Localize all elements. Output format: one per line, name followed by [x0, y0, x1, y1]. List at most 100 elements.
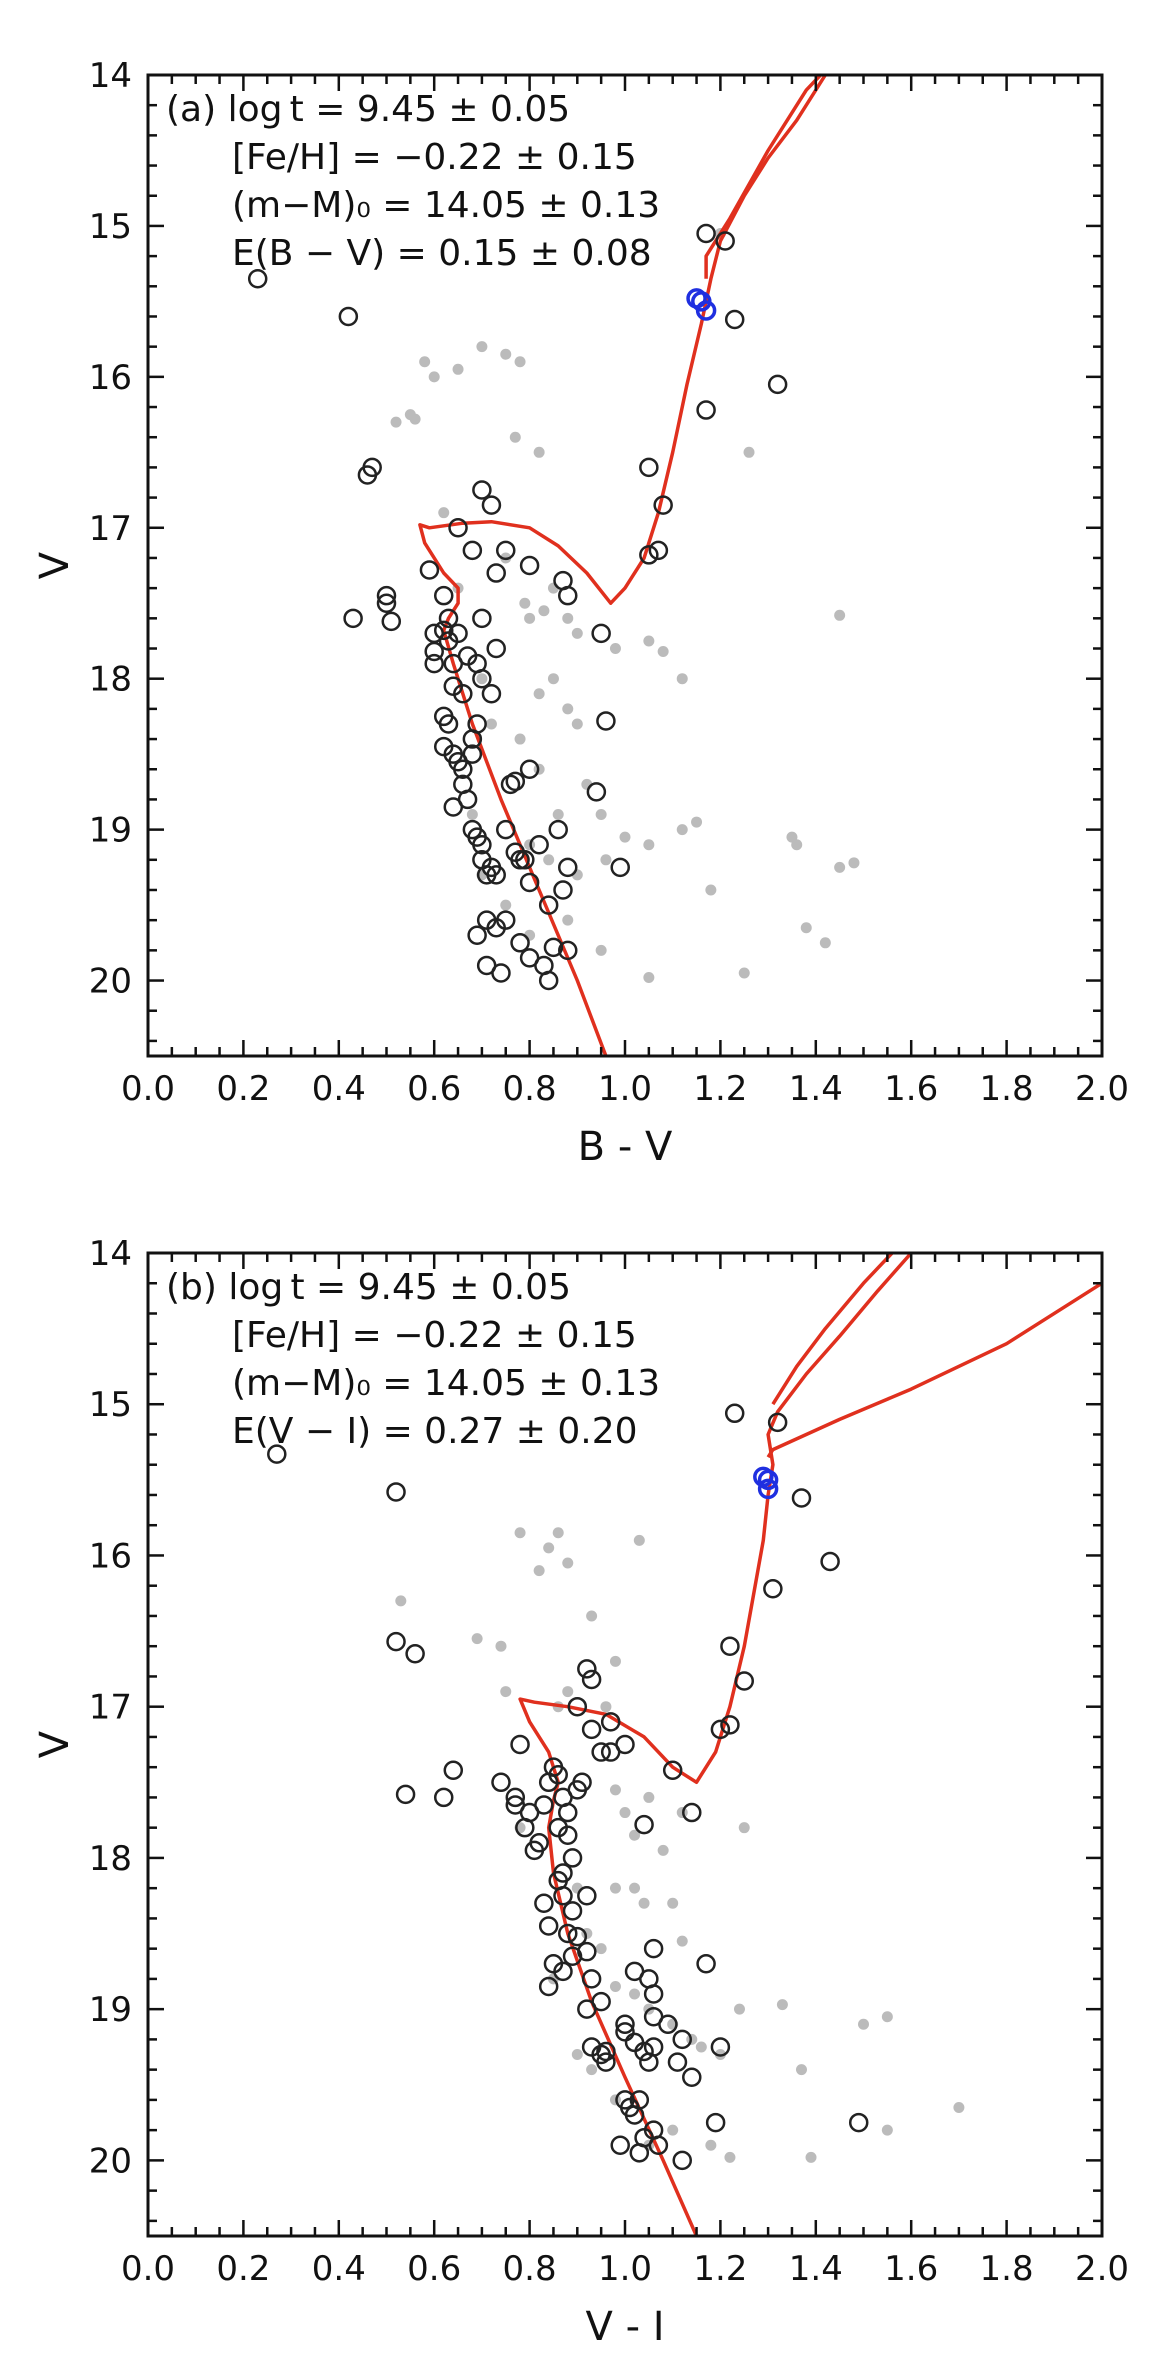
member-star-point [710, 2037, 731, 2057]
field-star-point [805, 2151, 817, 2163]
field-star-point [705, 884, 717, 896]
member-star-point [534, 1795, 554, 1815]
member-star-point [457, 789, 478, 810]
member-star-point [682, 1802, 702, 1823]
member-star-point [643, 1984, 664, 2004]
member-star-point [629, 2090, 650, 2110]
y-tick-label: 18 [89, 1839, 132, 1879]
field-star-point [562, 703, 574, 715]
member-star-point [577, 1941, 597, 1962]
x-tick-label: 2.0 [1075, 2249, 1129, 2289]
x-tick-label: 0.4 [312, 2249, 366, 2289]
field-star-point [667, 2124, 679, 2136]
field-star-point [552, 809, 564, 821]
member-star-point [558, 1802, 578, 1823]
field-star-point [676, 673, 688, 685]
member-star-point [395, 1784, 416, 1805]
member-star-point [720, 1715, 740, 1735]
field-star-point [629, 1882, 641, 1894]
member-star-point [715, 231, 735, 251]
member-star-point [548, 1764, 568, 1785]
field-star-point [643, 839, 655, 851]
x-tick-label: 0.4 [312, 1069, 366, 1109]
member-star-point [558, 940, 578, 961]
member-star-point [548, 819, 568, 840]
annotation-line-4-a: E(B − V) = 0.15 ± 0.08 [232, 233, 652, 274]
member-star-point [586, 782, 607, 802]
member-star-point [558, 857, 578, 878]
member-star-point [510, 933, 530, 953]
y-tick-label: 15 [89, 1385, 132, 1425]
member-star-point [376, 593, 397, 613]
member-star-point [705, 2112, 726, 2133]
member-star-point [481, 684, 502, 704]
member-star-point [562, 1901, 583, 1921]
annotation-line-2-b: [Fe/H] = −0.22 ± 0.15 [232, 1315, 637, 1356]
member-star-point [672, 2150, 692, 2171]
member-star-point [543, 937, 564, 958]
member-star-point [643, 1938, 664, 1959]
y-tick-label: 17 [89, 1688, 132, 1728]
member-star-point [581, 1669, 602, 1690]
field-star-point [500, 1686, 512, 1698]
member-star-point [481, 495, 502, 515]
red-clump-star-point [695, 300, 717, 321]
field-star-point [657, 1844, 669, 1856]
field-star-point [471, 1633, 483, 1645]
member-star-point [791, 1488, 812, 1508]
member-star-point [462, 540, 483, 561]
x-tick-label: 0.8 [503, 2249, 557, 2289]
y-tick-label: 14 [89, 1234, 132, 1274]
member-star-point [596, 2052, 616, 2072]
x-tick-label: 1.6 [884, 1069, 938, 1109]
member-star-point [724, 309, 745, 330]
member-star-point [405, 1644, 425, 1664]
member-star-point [519, 555, 540, 576]
field-star-point [629, 1829, 641, 1841]
field-star-point [848, 857, 860, 869]
y-tick-label: 19 [89, 811, 132, 851]
member-star-point [553, 1885, 573, 1906]
field-star-point [390, 416, 402, 428]
field-star-point [834, 609, 846, 621]
member-star-point [610, 2135, 630, 2156]
field-star-point [953, 2101, 965, 2113]
y-tick-label: 20 [89, 962, 132, 1002]
field-star-point [514, 1527, 526, 1539]
field-star-point [595, 809, 607, 821]
member-star-point [486, 638, 506, 659]
member-star-point [648, 2135, 669, 2156]
member-star-point [505, 771, 526, 792]
field-star-point [562, 914, 574, 926]
member-star-point [767, 1412, 788, 1433]
member-star-point [724, 1403, 745, 1424]
field-star-point [500, 348, 512, 360]
x-tick-label: 1.2 [693, 1069, 747, 1109]
y-tick-label: 18 [89, 660, 132, 700]
field-star-point [695, 2041, 707, 2053]
member-star-point [510, 850, 530, 870]
field-star-point [881, 2124, 893, 2136]
member-star-point [338, 306, 359, 327]
member-star-point [491, 963, 511, 983]
member-star-point [496, 910, 516, 930]
member-star-point [247, 268, 268, 289]
member-star-point [448, 518, 468, 538]
member-star-point [710, 1719, 731, 1740]
panel-b: 0.0 0.2 0.4 0.6 0.8 1.0 1.2 1.4 1.6 1.8 2.0 14 15 16 1… [32, 1234, 1129, 2350]
field-star-point [743, 446, 755, 458]
member-star-point [567, 1696, 588, 1717]
field-star-point [643, 972, 655, 984]
x-tick-label: 2.0 [1075, 1069, 1129, 1109]
field-star-point [619, 1807, 631, 1819]
field-star-point [776, 1999, 788, 2011]
member-star-point [538, 895, 559, 915]
y-axis-label-b: V [32, 1730, 78, 1758]
field-star-point [638, 1897, 650, 1909]
x-tick-label: 0.0 [121, 2249, 175, 2289]
member-star-point [696, 223, 716, 244]
member-star-point [472, 834, 492, 855]
field-star-point [738, 1822, 750, 1834]
member-star-point [682, 2067, 702, 2087]
